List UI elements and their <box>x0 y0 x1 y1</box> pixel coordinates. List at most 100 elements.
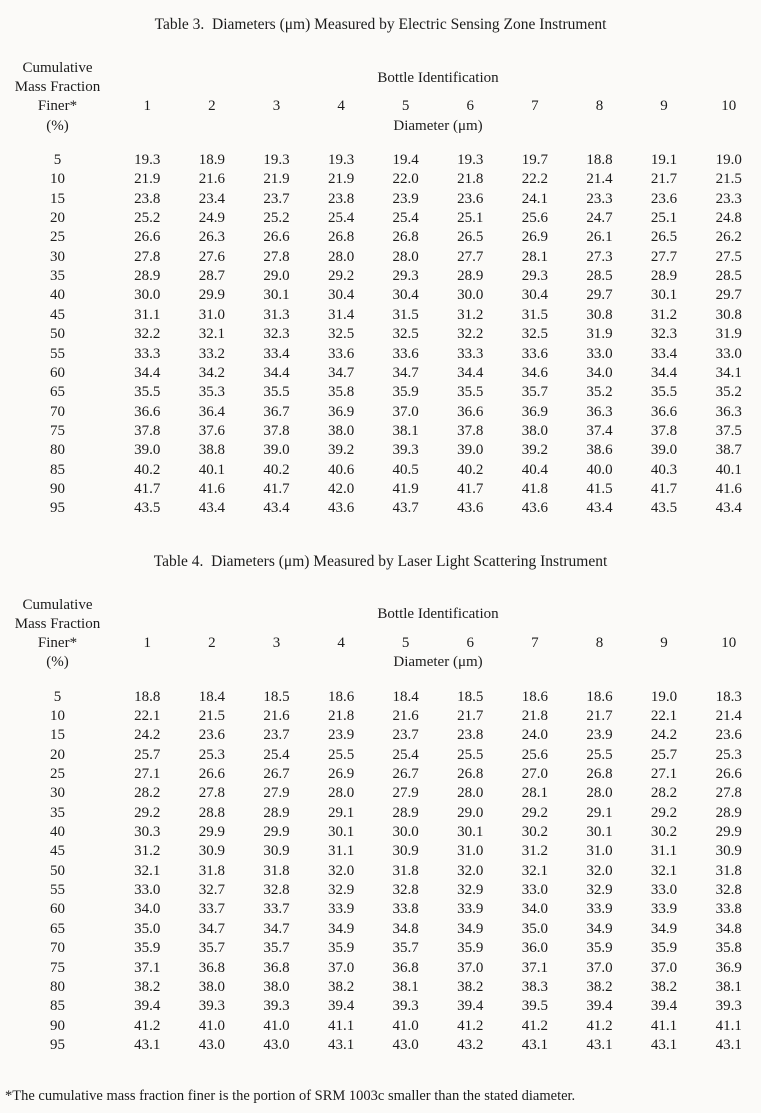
diameter-value: 21.8 <box>327 708 355 725</box>
diameter-value: 31.3 <box>263 306 290 323</box>
diameter-value: 39.4 <box>457 998 484 1015</box>
diameter-value: 32.5 <box>392 326 419 343</box>
diameter-value: 30.2 <box>650 824 678 841</box>
table-row: 70 35.9 35.7 35.7 35.9 35.7 35.9 36.0 35.9 35.9 35… <box>0 939 761 958</box>
diameter-value: 29.1 <box>586 804 613 821</box>
diameter-value: 35.2 <box>715 384 742 401</box>
table-row: 95 43.1 43.0 43.0 43.1 43.0 43.2 43.1 43.1 43.1 43… <box>0 1036 761 1055</box>
diameter-value: 28.2 <box>134 785 161 802</box>
diameter-value: 43.0 <box>198 1036 226 1053</box>
diameter-value: 36.0 <box>521 940 548 957</box>
diameter-value: 28.1 <box>521 785 548 802</box>
diameter-value: 26.8 <box>327 229 355 246</box>
diameter-value: 25.6 <box>521 210 548 227</box>
diameter-value: 29.9 <box>198 287 226 304</box>
diameter-value: 26.8 <box>586 766 613 783</box>
diameter-value: 21.4 <box>586 171 613 188</box>
diameter-value: 33.7 <box>198 901 226 918</box>
diameter-value: 31.2 <box>134 843 161 860</box>
diameter-value: 33.0 <box>521 882 548 899</box>
diameter-value: 38.1 <box>715 978 742 995</box>
diameter-value: 27.9 <box>263 785 290 802</box>
diameter-value: 23.8 <box>134 190 161 207</box>
diameter-value: 36.8 <box>392 959 419 976</box>
table-row: 75 37.8 37.6 37.8 38.0 38.1 37.8 38.0 37.4 37.8 37… <box>0 422 761 441</box>
bottle-number: 3 <box>272 98 281 115</box>
diameter-value: 29.1 <box>327 804 355 821</box>
diameter-value: 23.4 <box>198 190 226 207</box>
diameter-value: 38.0 <box>327 422 355 439</box>
diameter-value: 40.2 <box>263 461 290 478</box>
diameter-value: 34.7 <box>198 920 226 937</box>
diameter-value: 32.7 <box>198 882 226 899</box>
diameter-value: 37.4 <box>586 422 613 439</box>
diameter-value: 43.6 <box>521 500 548 517</box>
diameter-value: 26.5 <box>650 229 678 246</box>
diameter-value: 29.3 <box>521 268 548 285</box>
diameter-value: 39.3 <box>263 998 290 1015</box>
diameter-value: 30.4 <box>521 287 548 304</box>
diameter-value: 41.2 <box>586 1017 613 1034</box>
row-axis-header-line: (%) <box>46 117 69 134</box>
diameter-value: 38.2 <box>586 978 613 995</box>
diameter-value: 39.4 <box>327 998 355 1015</box>
diameter-value: 33.2 <box>198 345 226 362</box>
diameter-value: 36.6 <box>457 403 484 420</box>
row-axis-header-line: Finer* <box>37 98 78 115</box>
mass-fraction-value: 95 <box>50 1036 65 1053</box>
footnote: *The cumulative mass fraction finer is t… <box>5 1088 576 1105</box>
diameter-value: 34.9 <box>327 920 355 937</box>
table-4-section: Table 4. Diameters (μm) Measured by Lase… <box>0 553 761 1056</box>
diameter-value: 33.3 <box>134 345 161 362</box>
mass-fraction-value: 75 <box>50 959 65 976</box>
diameter-value: 34.8 <box>392 920 419 937</box>
mass-fraction-value: 85 <box>50 998 65 1015</box>
diameter-value: 27.7 <box>457 248 484 265</box>
diameter-value: 43.6 <box>457 500 484 517</box>
header-spacer <box>0 673 761 688</box>
diameter-value: 18.5 <box>263 688 290 705</box>
diameter-value: 18.6 <box>327 688 355 705</box>
diameter-value: 38.0 <box>263 978 290 995</box>
diameter-value: 30.0 <box>457 287 484 304</box>
mass-fraction-value: 30 <box>50 248 65 265</box>
bottle-number: 3 <box>272 635 281 651</box>
table-3-title: Table 3. Diameters (μm) Measured by Elec… <box>154 16 607 33</box>
diameter-value: 23.7 <box>263 727 290 744</box>
diameter-value: 35.5 <box>263 384 290 401</box>
diameter-value: 33.9 <box>586 901 613 918</box>
bottle-number: 7 <box>531 98 539 115</box>
diameter-value: 25.3 <box>198 746 226 763</box>
diameter-value: 33.6 <box>521 345 548 362</box>
diameter-value: 30.9 <box>392 843 419 860</box>
diameter-value: 43.2 <box>457 1036 484 1053</box>
diameter-value: 23.9 <box>392 190 419 207</box>
table-row: 90 41.2 41.0 41.0 41.1 41.0 41.2 41.2 41.2 41.1 41… <box>0 1017 761 1036</box>
table-row: 90 41.7 41.6 41.7 42.0 41.9 41.7 41.8 41.5 41.7 41… <box>0 480 761 499</box>
diameter-value: 30.9 <box>715 843 742 860</box>
diameter-value: 21.5 <box>715 171 742 188</box>
table-row: 65 35.0 34.7 34.7 34.9 34.8 34.9 35.0 34.9 34.9 34… <box>0 920 761 939</box>
diameter-value: 21.5 <box>198 708 226 725</box>
table-3: Cumulative Mass Fraction Finer* (%) Bott… <box>0 59 761 519</box>
diameter-value: 32.8 <box>392 882 419 899</box>
diameter-value: 39.3 <box>392 998 419 1015</box>
diameter-value: 25.4 <box>392 210 419 227</box>
diameter-value: 33.0 <box>715 345 742 362</box>
diameter-value: 30.0 <box>392 824 419 841</box>
diameter-value: 26.8 <box>392 229 419 246</box>
bottle-number: 5 <box>401 98 410 115</box>
diameter-value: 19.7 <box>521 152 548 169</box>
table-row: 10 22.1 21.5 21.6 21.8 21.6 21.7 21.8 21.7 22.1 21… <box>0 707 761 726</box>
diameter-value: 25.4 <box>392 746 419 763</box>
diameter-value: 41.1 <box>650 1017 678 1034</box>
diameter-value: 35.7 <box>198 940 226 957</box>
diameter-value: 35.3 <box>198 384 226 401</box>
diameter-value: 23.9 <box>586 727 613 744</box>
diameter-value: 25.5 <box>457 746 484 763</box>
table-row: 55 33.0 32.7 32.8 32.9 32.8 32.9 33.0 32.9 33.0 32… <box>0 881 761 900</box>
diameter-value: 37.0 <box>327 959 355 976</box>
diameter-value: 25.1 <box>457 210 484 227</box>
diameter-value: 31.4 <box>327 306 355 323</box>
diameter-value: 26.7 <box>263 766 290 783</box>
